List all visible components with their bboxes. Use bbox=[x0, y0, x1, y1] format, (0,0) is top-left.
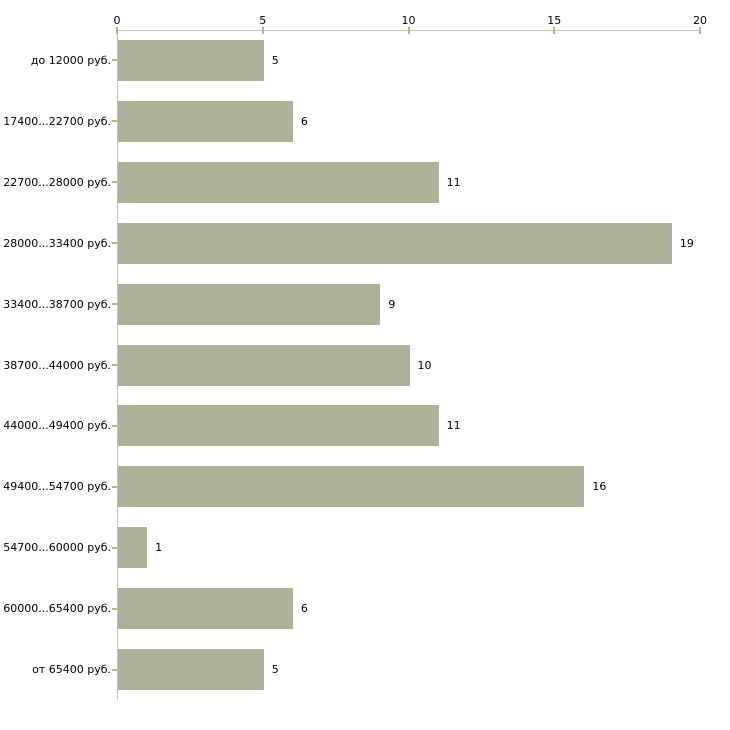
bar bbox=[118, 222, 672, 264]
bar bbox=[118, 39, 264, 81]
value-axis-tick-label: 5 bbox=[259, 14, 267, 27]
bar-value-label: 5 bbox=[271, 663, 279, 677]
category-label: 33400...38700 руб. bbox=[3, 297, 111, 311]
value-axis-tick bbox=[407, 27, 410, 34]
bar-value-label: 11 bbox=[446, 175, 461, 189]
value-axis-tick-label: 10 bbox=[401, 14, 416, 27]
bar bbox=[118, 588, 293, 630]
category-axis-tick bbox=[112, 120, 117, 123]
value-axis-tick-label: 15 bbox=[547, 14, 562, 27]
bar bbox=[118, 527, 148, 569]
value-axis-tick bbox=[116, 27, 118, 34]
category-label: от 65400 руб. bbox=[32, 663, 111, 677]
category-axis-tick bbox=[112, 607, 117, 610]
category-label: 28000...33400 руб. bbox=[3, 236, 111, 250]
category-axis-tick bbox=[112, 59, 117, 62]
category-axis-tick bbox=[112, 485, 117, 488]
bar-value-label: 11 bbox=[446, 419, 461, 433]
bar-value-label: 19 bbox=[679, 236, 694, 250]
bar bbox=[118, 405, 439, 447]
value-axis-tick-label: 0 bbox=[113, 14, 121, 27]
bar bbox=[118, 100, 293, 142]
category-label: 22700...28000 руб. bbox=[3, 175, 111, 189]
category-label: 60000...65400 руб. bbox=[3, 602, 111, 616]
value-axis-tick bbox=[261, 27, 264, 34]
bar-value-label: 10 bbox=[417, 358, 432, 372]
bar bbox=[118, 344, 410, 386]
category-label: до 12000 руб. bbox=[30, 53, 111, 67]
bar bbox=[118, 283, 381, 325]
value-axis-tick bbox=[553, 27, 556, 34]
bar-value-label: 16 bbox=[592, 480, 607, 494]
category-label: 49400...54700 руб. bbox=[3, 480, 111, 494]
category-axis-line bbox=[117, 30, 118, 700]
category-axis-tick bbox=[112, 424, 117, 427]
category-axis-tick bbox=[112, 242, 117, 245]
value-axis-tick-label: 20 bbox=[693, 14, 707, 27]
bar bbox=[118, 649, 264, 691]
category-axis-tick bbox=[112, 546, 117, 549]
category-axis-tick bbox=[112, 303, 117, 306]
category-axis-tick bbox=[112, 668, 117, 671]
category-label: 17400...22700 руб. bbox=[3, 114, 111, 128]
bar-value-label: 1 bbox=[155, 541, 163, 555]
value-axis-tick bbox=[699, 27, 701, 34]
bar-value-label: 9 bbox=[388, 297, 396, 311]
category-axis-tick bbox=[112, 181, 117, 184]
category-label: 44000...49400 руб. bbox=[3, 419, 111, 433]
category-axis-tick bbox=[112, 364, 117, 366]
bar bbox=[118, 161, 439, 203]
bar-value-label: 6 bbox=[300, 602, 308, 616]
category-label: 38700...44000 руб. bbox=[3, 358, 111, 372]
bar-value-label: 5 bbox=[271, 53, 279, 67]
bar bbox=[118, 466, 585, 508]
category-label: 54700...60000 руб. bbox=[3, 541, 111, 555]
bar-value-label: 6 bbox=[300, 114, 308, 128]
